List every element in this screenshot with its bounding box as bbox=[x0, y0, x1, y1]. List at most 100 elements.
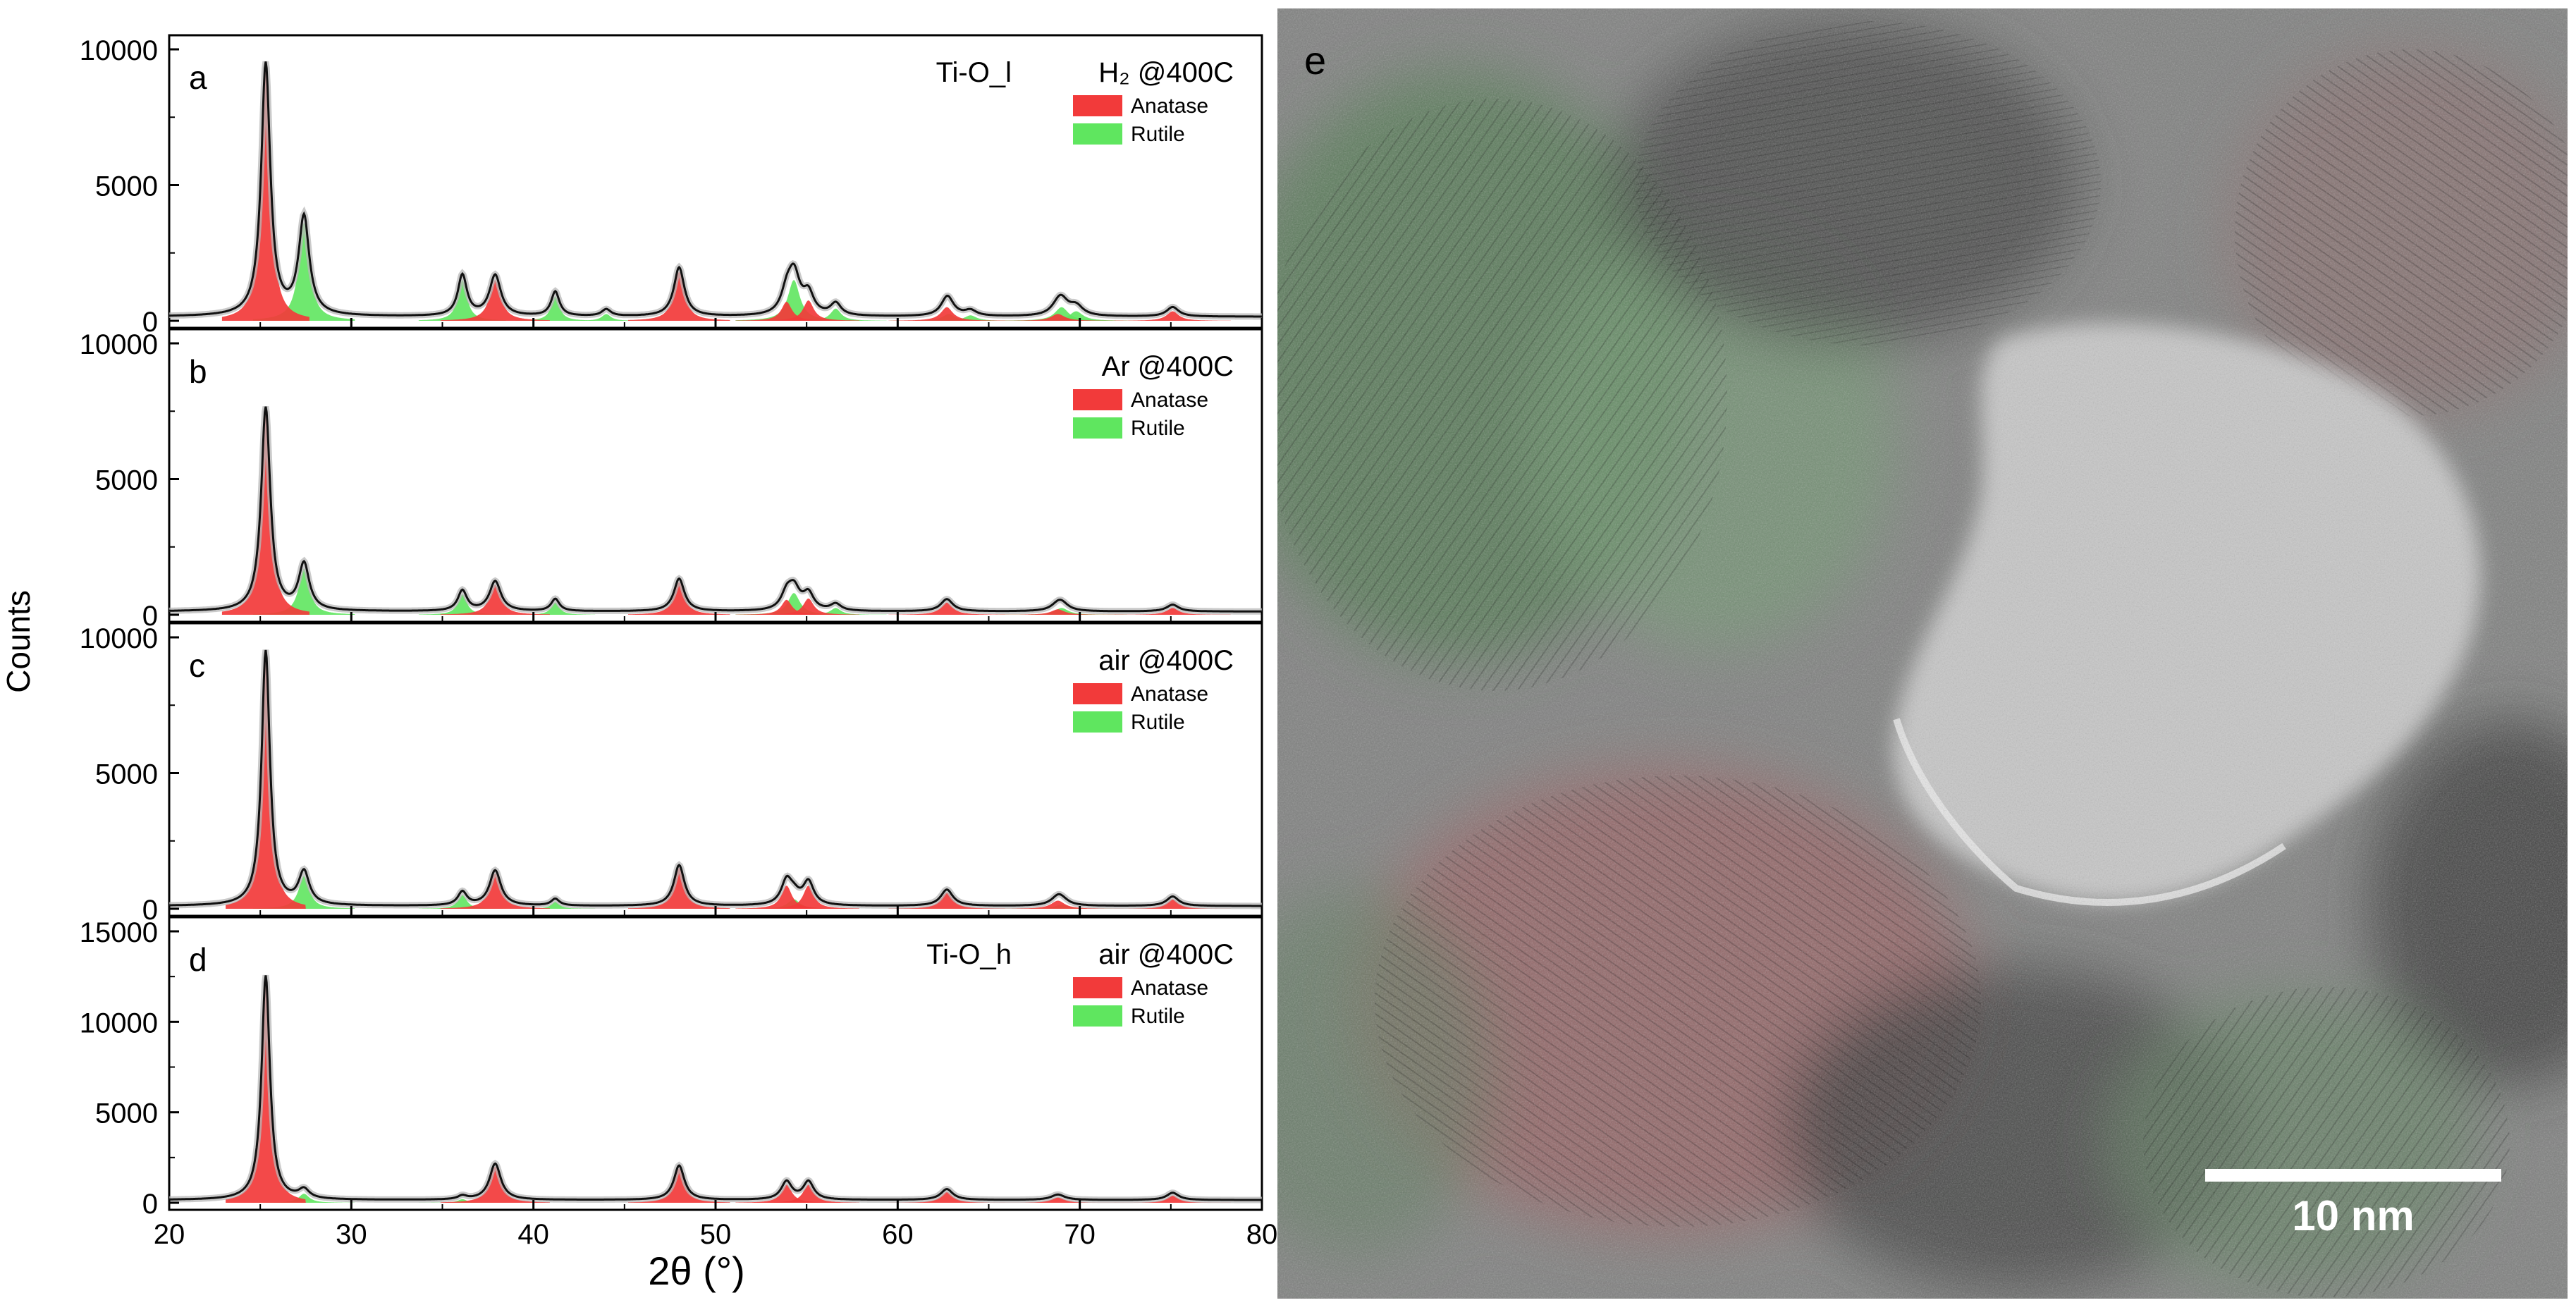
measured-curve bbox=[169, 975, 1262, 1201]
legend-swatch-rutile bbox=[1073, 123, 1122, 145]
rutile-peak bbox=[418, 594, 506, 615]
legend-label-anatase: Anatase bbox=[1131, 94, 1208, 118]
anatase-peak bbox=[757, 598, 860, 615]
y-tick-label: 0 bbox=[142, 307, 158, 338]
xrd-panel-b: 0 5000 10000 b Ar @400C Anatase Rutile bbox=[80, 328, 1263, 632]
y-tick-label: 5000 bbox=[95, 759, 158, 790]
rutile-peak bbox=[418, 895, 506, 909]
x-tick-label: 40 bbox=[517, 1219, 549, 1250]
x-tick-label: 80 bbox=[1246, 1219, 1278, 1250]
measured-curve bbox=[169, 61, 1262, 318]
x-tick-label: 60 bbox=[882, 1219, 914, 1250]
y-tick-label: 10000 bbox=[80, 623, 158, 654]
anatase-peak bbox=[888, 602, 1005, 615]
rutile-peak bbox=[912, 315, 1029, 321]
y-tick-label: 10000 bbox=[80, 329, 158, 360]
sample-label: Ti-O_l bbox=[936, 57, 1012, 88]
condition-label: Ar @400C bbox=[1102, 351, 1234, 382]
anatase-peak bbox=[226, 654, 306, 909]
condition-label: air @400C bbox=[1098, 939, 1234, 970]
rutile-peak bbox=[515, 296, 596, 321]
anatase-peak bbox=[440, 1166, 550, 1203]
anatase-peak bbox=[992, 900, 1124, 909]
y-tick-label: 5000 bbox=[95, 171, 158, 202]
scale-bar-label: 10 nm bbox=[2292, 1192, 2414, 1239]
anatase-peak bbox=[1114, 1195, 1232, 1203]
legend-swatch-rutile bbox=[1073, 417, 1122, 439]
legend-swatch-anatase bbox=[1073, 389, 1122, 410]
rutile-peak bbox=[252, 876, 355, 909]
rutile-peak bbox=[252, 568, 355, 615]
anatase-peak bbox=[735, 302, 838, 321]
anatase-peak bbox=[735, 1184, 838, 1203]
panel-frame bbox=[168, 328, 1263, 623]
anatase-peak bbox=[628, 1168, 730, 1203]
tem-noise-texture bbox=[1277, 8, 2568, 1299]
legend-label-rutile: Rutile bbox=[1131, 417, 1185, 440]
anatase-peak bbox=[628, 868, 730, 909]
y-tick-label: 15000 bbox=[80, 917, 158, 948]
anatase-peak bbox=[221, 411, 309, 615]
legend-swatch-rutile bbox=[1073, 1005, 1122, 1027]
panel-label-c: c bbox=[189, 647, 205, 684]
rutile-peak bbox=[995, 307, 1127, 321]
legend-swatch-anatase bbox=[1073, 683, 1122, 704]
panel-label-a: a bbox=[189, 59, 207, 96]
anatase-peak bbox=[1114, 311, 1232, 321]
anatase-peak bbox=[628, 582, 730, 615]
rutile-peak bbox=[1010, 311, 1142, 321]
rutile-peak bbox=[735, 593, 852, 615]
anatase-peak bbox=[226, 979, 306, 1203]
anatase-peak bbox=[992, 314, 1124, 321]
legend-swatch-rutile bbox=[1073, 711, 1122, 733]
y-tick-label: 0 bbox=[142, 895, 158, 926]
y-tick-label: 10000 bbox=[80, 35, 158, 66]
anatase-peak bbox=[628, 271, 730, 321]
x-tick-label: 50 bbox=[700, 1219, 732, 1250]
anatase-peak bbox=[1114, 608, 1232, 615]
rutile-peak bbox=[563, 314, 650, 321]
measured-curve bbox=[169, 649, 1262, 907]
anatase-peak bbox=[440, 584, 550, 615]
rutile-peak bbox=[418, 1199, 506, 1203]
legend-label-anatase: Anatase bbox=[1131, 682, 1208, 706]
scale-bar bbox=[2205, 1169, 2501, 1182]
rutile-peak bbox=[785, 308, 887, 321]
rutile-peak bbox=[252, 1194, 355, 1203]
condition-label: air @400C bbox=[1098, 645, 1234, 676]
anatase-peak bbox=[992, 609, 1124, 615]
y-tick-label: 0 bbox=[142, 1189, 158, 1220]
measured-curve bbox=[168, 406, 1262, 613]
rutile-peak bbox=[735, 280, 852, 321]
x-tick-label: 70 bbox=[1064, 1219, 1096, 1250]
anatase-peak bbox=[440, 874, 550, 909]
anatase-peak bbox=[888, 1191, 1005, 1203]
xrd-panel-a: 0 5000 10000 a Ti-O_l H₂ @400C Anatase Rutile bbox=[80, 34, 1263, 338]
x-axis-label: 2θ (°) bbox=[648, 1249, 745, 1293]
rutile-peak bbox=[252, 223, 355, 321]
anatase-peak bbox=[757, 886, 860, 909]
tem-micrograph bbox=[1277, 8, 2568, 1299]
rutile-peak bbox=[785, 608, 887, 615]
y-axis-label: Counts bbox=[0, 590, 37, 693]
panel-label-e: e bbox=[1304, 38, 1326, 82]
legend-label-rutile: Rutile bbox=[1131, 711, 1185, 734]
rutile-peak bbox=[515, 902, 596, 909]
anatase-peak bbox=[888, 307, 1005, 321]
x-tick-label: 20 bbox=[154, 1219, 185, 1250]
legend-label-rutile: Rutile bbox=[1131, 123, 1185, 146]
rutile-peak bbox=[418, 280, 506, 321]
condition-label: H₂ @400C bbox=[1098, 57, 1234, 88]
rutile-peak bbox=[515, 602, 596, 615]
sample-label: Ti-O_h bbox=[926, 939, 1012, 970]
legend-swatch-anatase bbox=[1073, 95, 1122, 116]
anatase-peak bbox=[757, 1184, 860, 1203]
y-tick-label: 5000 bbox=[95, 465, 158, 496]
anatase-peak bbox=[888, 892, 1005, 909]
y-tick-label: 0 bbox=[142, 601, 158, 632]
x-tick-label: 30 bbox=[336, 1219, 367, 1250]
xrd-panel-c: 0 5000 10000 c air @400C Anatase Rutile bbox=[80, 622, 1263, 926]
legend-label-anatase: Anatase bbox=[1131, 976, 1208, 1000]
